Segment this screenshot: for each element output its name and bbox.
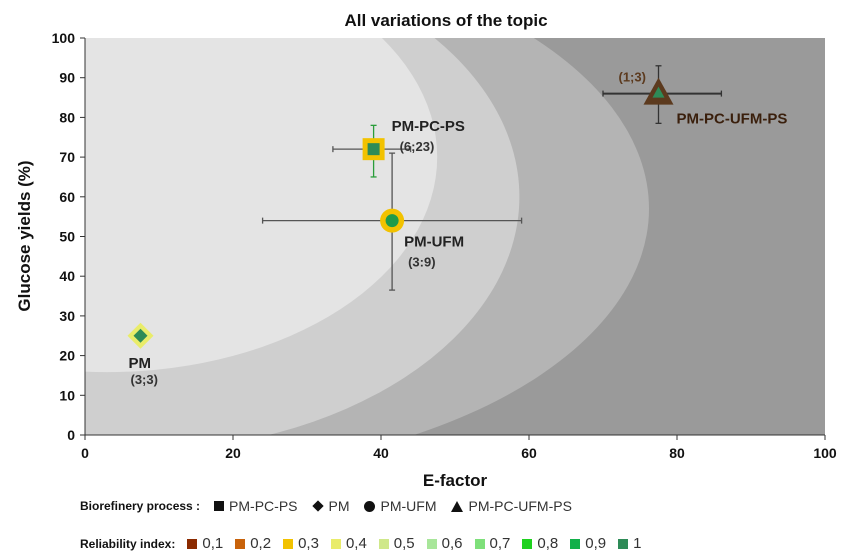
legend-reliability-entry: 0,4: [330, 535, 367, 552]
data-points: PM-PC-PS (6;23) PM(3;3) PM-UFM (3:9) PM-PC-UF…: [127, 65, 788, 387]
legend-entry-label: PM-PC-PS: [229, 498, 298, 514]
x-tick-label: 80: [669, 445, 685, 461]
background-zones: [85, 38, 825, 435]
data-point-label: PM: [129, 355, 152, 372]
data-point-annotation: (3:9): [408, 255, 435, 270]
x-axis-label: E-factor: [423, 471, 488, 490]
legend-entry-pm-ufm: PM-UFM: [363, 498, 437, 514]
y-tick-label: 20: [59, 348, 75, 364]
color-swatch-icon: [330, 538, 341, 549]
color-swatch-icon: [187, 538, 198, 549]
data-point-annotation: (6;23): [400, 139, 435, 154]
square-marker: [367, 143, 380, 156]
color-swatch-icon: [618, 538, 629, 549]
legend-entry-pm-pc-ufm-ps: PM-PC-UFM-PS: [450, 498, 572, 514]
color-swatch-icon: [426, 538, 437, 549]
y-tick-label: 90: [59, 70, 75, 86]
color-swatch-icon: [522, 538, 533, 549]
color-swatch-icon: [474, 538, 485, 549]
legend-reliability-label: 0,5: [393, 535, 415, 552]
chart-title: All variations of the topic: [344, 11, 547, 30]
legend-reliability-entry: 0,1: [187, 535, 223, 552]
legend-reliability-label: 1: [633, 535, 642, 552]
legend-process-title: Biorefinery process :: [80, 499, 201, 513]
y-tick-label: 0: [67, 427, 75, 443]
legend-reliability-entry: 0,6: [426, 535, 463, 552]
diamond-marker-icon: [311, 500, 324, 512]
data-point-pm: PM(3;3): [127, 322, 158, 387]
y-tick-label: 40: [59, 268, 75, 284]
data-point-label: PM-UFM: [404, 234, 464, 251]
legend-entry-label: PM: [328, 498, 350, 514]
legend-entry-pm: PM: [311, 498, 350, 514]
legend-entry-pm-pc-ps: PM-PC-PS: [214, 498, 298, 514]
legend-reliability-entry: 0,7: [474, 535, 511, 552]
legend-reliability-index: Reliability index: 0,1 0,2 0,3 0,4 0,5 0,6 0,7…: [80, 535, 641, 552]
legend-entry-label: PM-PC-UFM-PS: [468, 498, 572, 514]
y-tick-label: 70: [59, 149, 75, 165]
y-tick-label: 10: [59, 387, 75, 403]
y-tick-label: 60: [59, 189, 75, 205]
y-tick-label: 30: [59, 308, 75, 324]
y-axis-label: Glucose yields (%): [15, 160, 34, 311]
legend-reliability-entry: 0,3: [283, 535, 319, 552]
data-point-annotation: (1;3): [619, 70, 646, 85]
x-tick-label: 100: [813, 445, 837, 461]
data-point-label: PM-PC-PS: [392, 118, 465, 135]
data-point-pm-pc-ps: PM-PC-PS (6;23): [332, 118, 465, 178]
legend-reliability-label: 0,7: [489, 535, 511, 552]
x-tick-label: 20: [225, 445, 241, 461]
y-tick-label: 100: [52, 30, 76, 46]
legend-biorefinery-process: Biorefinery process : PM-PC-PS PM PM-UFM…: [80, 498, 572, 514]
circle-marker: [385, 214, 399, 228]
data-point-pm-ufm: PM-UFM (3:9): [261, 152, 523, 291]
legend-reliability-label: 0,6: [441, 535, 463, 552]
legend-reliability-entry: 0,8: [522, 535, 558, 552]
legend-reliability-label: 0,8: [537, 535, 559, 552]
y-tick-label: 80: [59, 109, 75, 125]
color-swatch-icon: [378, 538, 389, 549]
legend-reliability-entry: 0,9: [570, 535, 606, 552]
legend-entry-label: PM-UFM: [380, 498, 437, 514]
y-tick-label: 50: [59, 229, 75, 245]
data-point-pm-pc-ufm-ps: PM-PC-UFM-PS (1;3): [602, 65, 788, 128]
plot-background: [85, 38, 825, 435]
legend-reliability-entry: 1: [618, 535, 641, 552]
triangle-inner: [652, 86, 665, 98]
axes: 0 20 40 60 80 100 0 10 20 30 40 50 60 70 80 90 100: [52, 30, 837, 461]
color-swatch-icon: [570, 538, 581, 549]
legend-reliability-label: 0,2: [250, 535, 272, 552]
data-point-label: PM-PC-UFM-PS: [677, 111, 788, 128]
legend-reliability-label: 0,9: [585, 535, 607, 552]
zone-core: [85, 38, 438, 373]
x-tick-label: 40: [373, 445, 389, 461]
color-swatch-icon: [235, 538, 246, 549]
x-tick-label: 60: [521, 445, 537, 461]
data-point-annotation: (3;3): [131, 372, 158, 387]
color-swatch-icon: [283, 538, 294, 549]
square-marker-icon: [214, 501, 225, 511]
legend-reliability-entry: 0,2: [235, 535, 271, 552]
x-tick-label: 0: [81, 445, 89, 461]
legend-reliability-label: 0,1: [202, 535, 224, 552]
triangle-marker-icon: [450, 500, 463, 512]
legend-reliability-label: 0,3: [298, 535, 319, 552]
diamond-marker: [133, 328, 148, 343]
legend-reliability-title: Reliability index:: [80, 536, 176, 551]
legend-reliability-label: 0,4: [345, 535, 367, 552]
circle-marker-icon: [363, 500, 375, 512]
legend-reliability-entry: 0,5: [378, 535, 415, 552]
